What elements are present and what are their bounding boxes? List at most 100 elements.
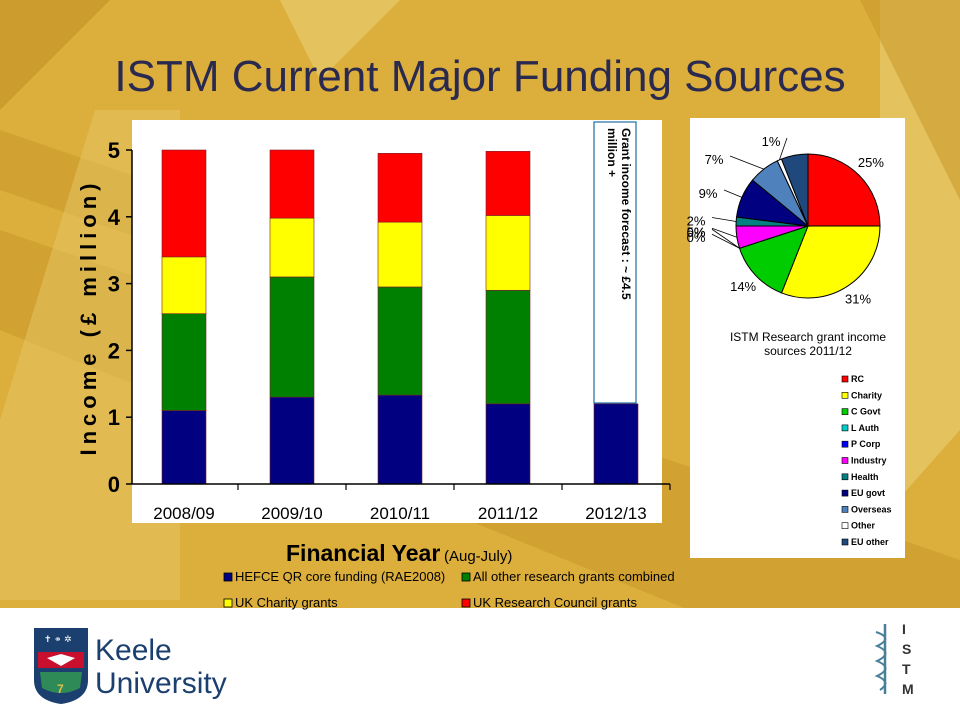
pie-legend-label: Charity <box>851 390 882 400</box>
bar-segment <box>161 149 207 258</box>
pie-leader-line <box>729 155 765 170</box>
pie-legend-label: C Govt <box>851 407 881 417</box>
pie-legend-swatch <box>841 440 849 448</box>
pie-data-label: 25% <box>858 155 884 170</box>
legend-swatch <box>461 598 471 608</box>
bar-segment <box>161 313 207 411</box>
pie-data-label: 0% <box>687 230 706 245</box>
pie-legend-swatch <box>841 375 849 383</box>
x-axis-label-suffix: (Aug-July) <box>444 548 512 565</box>
pie-legend: RC Charity C Govt L Auth P Corp Industry Healt… <box>841 374 892 547</box>
pie-legend-swatch <box>841 457 849 464</box>
pie-legend-swatch <box>841 522 849 530</box>
pie-legend-swatch <box>841 506 849 513</box>
bar-segment <box>377 221 423 288</box>
pie-data-label: 5% <box>687 224 706 239</box>
y-tick-label: 5 <box>108 138 120 163</box>
pie-slice <box>780 153 809 227</box>
bar-segment <box>377 286 423 396</box>
bg-stripe <box>0 0 110 110</box>
pie-legend-label: EU other <box>851 537 889 547</box>
svg-text:7: 7 <box>57 682 64 696</box>
bar-segment <box>377 394 423 485</box>
pie-legend-label: L Auth <box>851 423 879 433</box>
istm-letter-s: S <box>902 641 911 657</box>
x-tick-label: 2012/13 <box>585 504 646 523</box>
pie-leader-line <box>711 233 740 249</box>
bar-segment <box>593 403 639 485</box>
pie-leader-line <box>711 217 737 222</box>
pie-data-label: 2% <box>687 213 706 228</box>
bar-series-group <box>161 149 639 485</box>
pie-data-label: 0% <box>687 225 706 240</box>
bar-legend: HEFCE QR core funding (RAE2008) All other… <box>223 569 675 610</box>
pie-title-line-2: sources 2011/12 <box>764 344 852 358</box>
bar-segment <box>269 396 315 485</box>
x-tick-label: 2008/09 <box>153 504 214 523</box>
pie-leader-line <box>711 228 740 249</box>
pie-leader-group <box>711 137 788 249</box>
pie-legend-swatch <box>841 424 849 432</box>
legend-label: UK Research Council grants <box>473 595 638 610</box>
bar-segment <box>269 217 315 278</box>
bar-segment <box>377 153 423 223</box>
bar-segment <box>485 403 531 485</box>
pie-legend-swatch <box>841 538 849 546</box>
bar-segment <box>485 289 531 405</box>
pie-slice <box>780 225 881 299</box>
bar-segment <box>485 151 531 216</box>
y-tick-label: 4 <box>108 205 121 230</box>
pie-legend-label: RC <box>851 374 864 384</box>
pie-slice-group <box>735 153 881 299</box>
istm-caduceus-icon <box>874 624 887 694</box>
y-tick-label: 0 <box>108 472 120 497</box>
legend-label: All other research grants combined <box>473 569 675 584</box>
y-tick-group: 0 1 2 3 4 5 <box>108 138 132 497</box>
keele-logo-line-2: University <box>95 667 227 700</box>
keele-crest-icon: ✝ ⚭ ✲ 7 <box>34 628 88 704</box>
pie-leader-line <box>711 227 738 238</box>
pie-leader-line <box>779 137 788 161</box>
legend-label: HEFCE QR core funding (RAE2008) <box>235 569 445 584</box>
slide-title: ISTM Current Major Funding Sources <box>114 52 846 101</box>
footer-band <box>0 608 960 720</box>
x-tick-label: 2010/11 <box>370 504 430 523</box>
istm-letter-m: M <box>902 681 914 697</box>
pie-legend-label: Health <box>851 472 879 482</box>
forecast-line-2: million + <box>605 128 619 177</box>
y-axis-label: Income (£ million) <box>76 178 101 455</box>
pie-legend-swatch <box>841 408 849 415</box>
legend-swatch <box>223 598 233 608</box>
pie-data-label: 7% <box>705 152 724 167</box>
pie-legend-swatch <box>841 473 849 481</box>
istm-letter-t: T <box>902 661 911 677</box>
legend-swatch <box>461 572 471 582</box>
forecast-line-1: Grant income forecast : ~ £4.5 <box>619 128 633 300</box>
bar-segment <box>269 149 315 219</box>
pie-label-group: 25% 31% 14% 0%0%5%2% 9% 7% 1% <box>687 134 885 307</box>
x-tick-label: 2009/10 <box>261 504 322 523</box>
legend-swatch <box>223 572 233 582</box>
y-tick-label: 3 <box>108 272 120 297</box>
pie-title-line-1: ISTM Research grant income <box>730 330 886 344</box>
bar-segment <box>269 276 315 398</box>
bar-segment <box>161 256 207 314</box>
istm-letter-i: I <box>902 621 906 637</box>
pie-legend-swatch <box>841 391 849 399</box>
pie-legend-label: P Corp <box>851 439 881 449</box>
pie-legend-label: Overseas <box>851 504 892 514</box>
pie-data-label: 31% <box>845 292 871 307</box>
pie-legend-label: Other <box>851 521 876 531</box>
x-tick-group: 2008/09 2009/10 2010/11 2011/12 2012/13 <box>153 484 671 523</box>
legend-label: UK Charity grants <box>235 595 338 610</box>
pie-slice <box>807 153 881 227</box>
svg-text:✝ ⚭ ✲: ✝ ⚭ ✲ <box>44 634 72 644</box>
pie-legend-label: Industry <box>851 456 887 466</box>
pie-data-label: 14% <box>730 279 756 294</box>
pie-legend-label: EU govt <box>851 488 885 498</box>
keele-logo-line-1: Keele <box>95 634 172 667</box>
